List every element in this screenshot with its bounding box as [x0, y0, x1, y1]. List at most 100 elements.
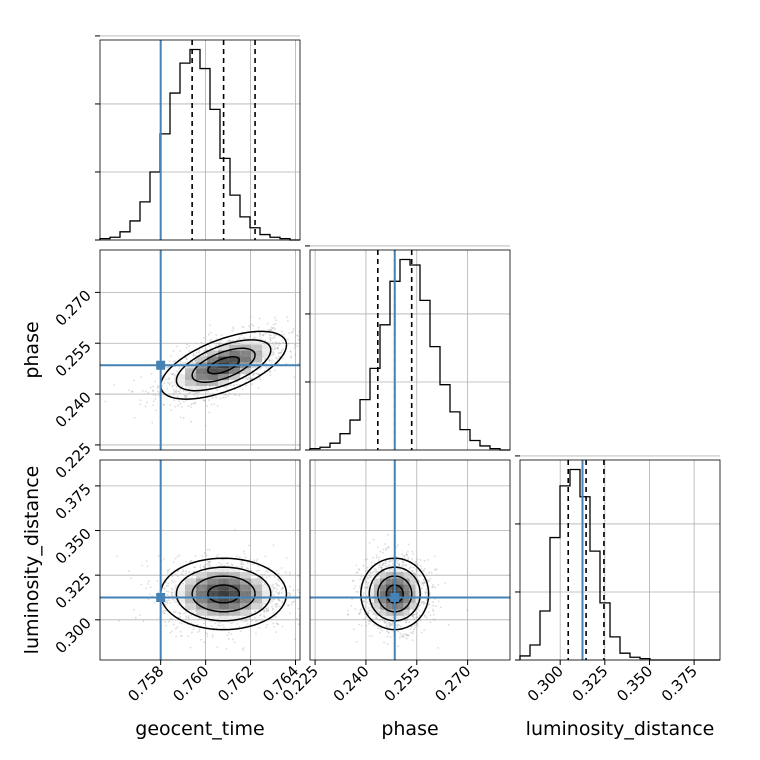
- sample-point: [271, 605, 274, 608]
- sample-point: [238, 342, 240, 345]
- sample-point: [273, 345, 276, 348]
- sample-point: [291, 331, 293, 334]
- sample-point: [415, 623, 418, 626]
- sample-point: [197, 631, 199, 634]
- sample-point: [355, 640, 358, 643]
- sample-point: [230, 622, 233, 625]
- sample-point: [355, 564, 358, 567]
- sample-point: [280, 350, 283, 352]
- sample-point: [139, 399, 142, 402]
- sample-point: [177, 570, 180, 573]
- sample-point: [241, 388, 244, 391]
- sample-point: [225, 647, 228, 650]
- sample-point: [274, 328, 276, 331]
- sample-point: [268, 371, 271, 374]
- density-cell: [207, 572, 219, 579]
- density-cell: [262, 597, 274, 604]
- panel-background: [100, 40, 300, 240]
- density-cell: [403, 597, 410, 604]
- sample-point: [386, 635, 389, 638]
- sample-point: [432, 613, 435, 616]
- sample-point: [174, 405, 177, 408]
- sample-point: [169, 631, 172, 634]
- sample-point: [297, 589, 299, 591]
- sample-point: [397, 559, 399, 562]
- sample-point: [377, 609, 379, 612]
- sample-point: [180, 634, 183, 637]
- sample-point: [172, 372, 175, 375]
- sample-point: [171, 574, 173, 577]
- sample-point: [232, 638, 234, 641]
- sample-point: [413, 613, 415, 616]
- sample-point: [424, 602, 426, 605]
- sample-point: [230, 633, 233, 635]
- sample-point: [373, 613, 376, 616]
- sample-point: [388, 623, 391, 626]
- sample-point: [215, 344, 217, 347]
- sample-point: [347, 609, 349, 612]
- sample-point: [403, 557, 406, 560]
- density-cell: [229, 572, 241, 579]
- sample-point: [198, 630, 201, 632]
- density-cell: [240, 350, 252, 357]
- sample-point: [193, 393, 195, 396]
- sample-point: [293, 346, 296, 349]
- sample-point: [214, 622, 217, 625]
- sample-point: [293, 343, 296, 346]
- sample-point: [180, 572, 183, 575]
- sample-point: [262, 333, 265, 336]
- sample-point: [232, 327, 235, 330]
- density-cell: [240, 597, 252, 604]
- sample-point: [154, 397, 157, 400]
- sample-point: [367, 612, 370, 615]
- sample-point: [238, 394, 241, 397]
- density-cell: [218, 350, 230, 357]
- sample-point: [144, 405, 147, 408]
- sample-point: [423, 579, 425, 581]
- sample-point: [386, 643, 389, 645]
- sample-point: [359, 585, 361, 588]
- sample-point: [405, 619, 408, 621]
- sample-point: [277, 347, 279, 350]
- sample-point: [265, 626, 267, 629]
- sample-point: [175, 391, 178, 394]
- sample-point: [185, 572, 187, 575]
- sample-point: [296, 345, 299, 347]
- sample-point: [190, 622, 193, 625]
- panel-frame: [99, 459, 301, 661]
- sample-point: [176, 370, 178, 373]
- density-cell: [196, 356, 208, 363]
- sample-point: [179, 350, 182, 352]
- sample-point: [282, 348, 284, 351]
- sample-point: [366, 586, 369, 589]
- sample-point: [375, 617, 377, 619]
- sample-point: [364, 598, 367, 601]
- sample-point: [212, 634, 214, 637]
- sample-point: [242, 648, 244, 651]
- sample-point: [375, 613, 377, 616]
- sample-point: [428, 579, 431, 582]
- sample-point: [176, 345, 178, 348]
- sample-point: [413, 624, 416, 627]
- sample-point: [241, 566, 244, 569]
- sample-point: [140, 376, 143, 379]
- sample-point: [269, 370, 271, 372]
- sample-point: [403, 555, 406, 557]
- density-cell: [207, 565, 219, 573]
- sample-point: [218, 621, 221, 624]
- sample-point: [364, 569, 367, 572]
- sample-point: [227, 631, 230, 634]
- sample-point: [423, 582, 426, 584]
- sample-point: [208, 564, 211, 566]
- sample-point: [170, 592, 173, 595]
- sample-point: [242, 326, 245, 328]
- sample-point: [174, 360, 176, 363]
- sample-point: [407, 556, 410, 559]
- sample-point: [171, 381, 173, 384]
- sample-point: [164, 621, 166, 623]
- sample-point: [240, 630, 242, 633]
- sample-point: [246, 623, 249, 625]
- density-cell: [218, 590, 230, 598]
- sample-point: [243, 552, 246, 555]
- density-cell: [240, 590, 252, 598]
